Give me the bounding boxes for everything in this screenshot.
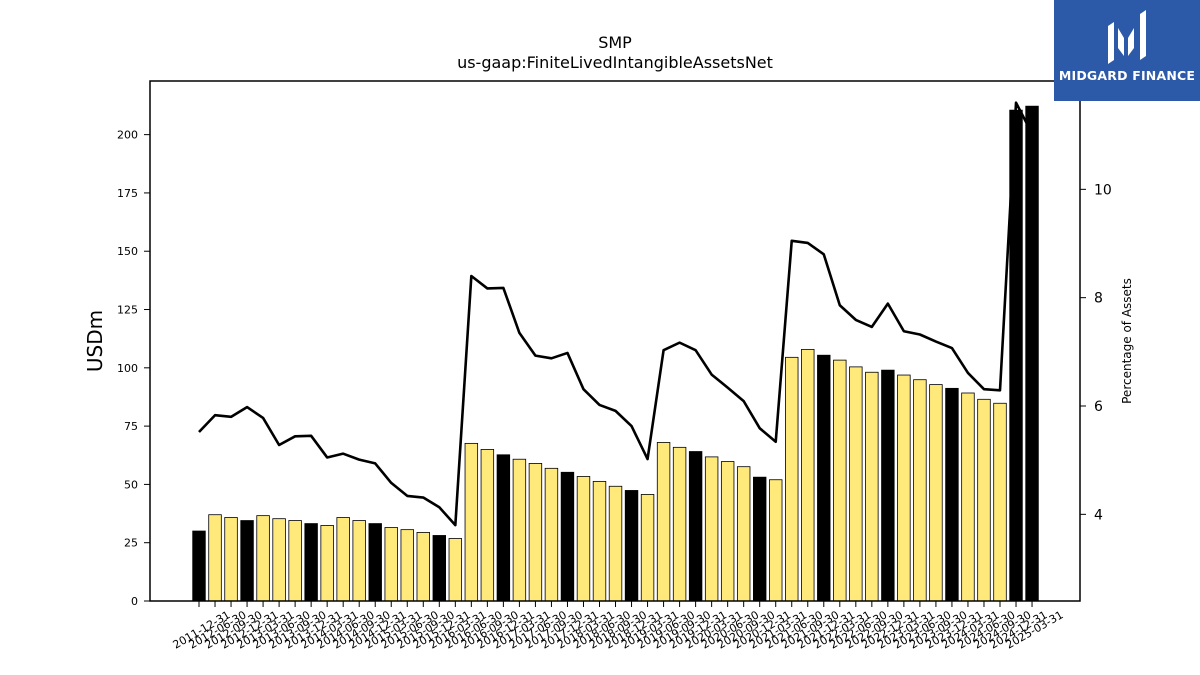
y-tick-label: 175: [117, 187, 138, 200]
bar: [833, 359, 847, 602]
y2-tick-label: 4: [1094, 507, 1103, 523]
bar: [416, 532, 430, 602]
bar: [560, 471, 575, 602]
bar: [352, 520, 366, 602]
brand-logo: MIDGARD FINANCE: [1054, 0, 1200, 101]
brand-logo-text: MIDGARD FINANCE: [1058, 68, 1196, 83]
plot-frame: [149, 80, 1081, 602]
y2-tick-label: 6: [1094, 399, 1103, 415]
bar: [256, 515, 270, 602]
y2-axis-label: Percentage of Assets: [1120, 278, 1134, 404]
y-tick-label: 0: [131, 595, 138, 608]
bar: [929, 384, 943, 602]
y-axis-left: 0 25 50 75 100 125 150 175 200: [117, 129, 150, 608]
y-tick-label: 100: [117, 362, 138, 375]
bar: [704, 456, 719, 602]
bar: [977, 398, 991, 602]
x-axis: 2011-12-312012-06-302012-09-302012-12-31…: [171, 601, 1066, 652]
bar: [592, 480, 607, 602]
y2-tick-label: 8: [1094, 291, 1103, 307]
bar: [1025, 105, 1039, 602]
chart-subtitle: us-gaap:FiniteLivedIntangibleAssetsNet: [457, 53, 773, 72]
bar: [464, 442, 479, 602]
bar: [945, 387, 959, 602]
bar: [368, 523, 382, 602]
bar: [656, 442, 671, 602]
bar: [753, 476, 767, 602]
midgard-logo-icon: [1108, 10, 1146, 64]
bar: [849, 366, 863, 602]
pct-of-assets-line: [198, 101, 1034, 527]
y2-tick-label: 10: [1094, 182, 1112, 198]
chart-title: SMP: [598, 33, 632, 52]
y-tick-label: 150: [117, 245, 138, 258]
pct-of-assets-series: [198, 101, 1034, 527]
bar: [336, 517, 350, 602]
bar: [720, 461, 735, 602]
bar: [304, 523, 318, 602]
bar: [624, 490, 639, 602]
bar: [608, 485, 623, 602]
y-tick-label: 200: [117, 129, 138, 142]
bar: [400, 529, 414, 602]
bar: [881, 369, 895, 602]
bar: [736, 466, 751, 602]
bar: [576, 476, 591, 602]
bar: [769, 479, 783, 602]
y-axis-right: 4 6 8 10: [1080, 182, 1112, 523]
bar: [785, 356, 799, 602]
bar: [384, 527, 398, 602]
y-tick-label: 75: [124, 420, 138, 433]
bar: [544, 467, 559, 602]
bar: [672, 446, 687, 602]
bar: [448, 538, 463, 602]
bar: [224, 517, 238, 602]
y-axis-label: USDm: [83, 310, 107, 372]
bar: [192, 530, 206, 602]
bar: [640, 494, 655, 602]
bar: [320, 525, 334, 602]
bar: [961, 392, 975, 602]
y-tick-label: 125: [117, 304, 138, 317]
bar: [817, 354, 831, 602]
bar: [897, 374, 911, 602]
bar: [865, 371, 879, 602]
bar: [688, 451, 703, 602]
bar: [528, 463, 543, 602]
bar-series: [192, 105, 1039, 602]
bar: [512, 458, 527, 602]
bar: [480, 449, 495, 602]
bar: [288, 520, 302, 602]
bar: [208, 514, 222, 602]
bar: [496, 454, 511, 602]
bar: [801, 348, 815, 602]
y-tick-label: 25: [124, 537, 138, 550]
y-tick-label: 50: [124, 478, 138, 491]
bar: [240, 520, 254, 602]
bar: [913, 379, 927, 602]
bar: [432, 535, 447, 602]
bar: [993, 402, 1007, 602]
bar: [272, 518, 286, 602]
